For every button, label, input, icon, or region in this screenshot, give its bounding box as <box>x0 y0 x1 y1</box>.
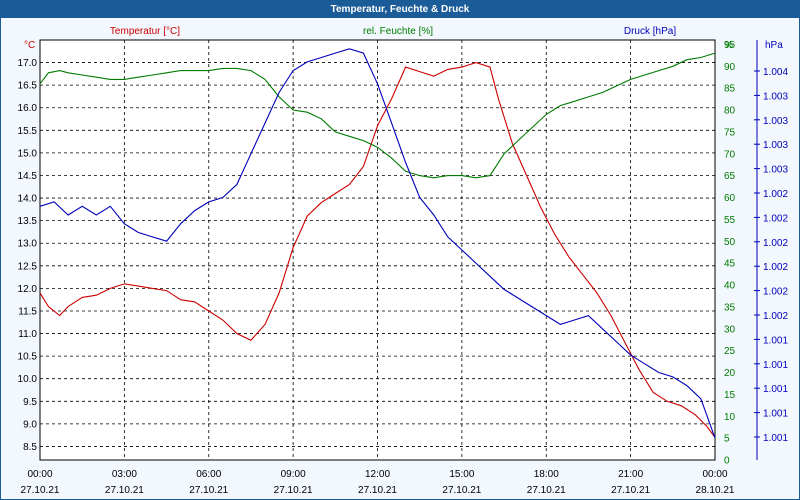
window-title: Temperatur, Feuchte & Druck <box>1 1 799 18</box>
humidity-tick-label: 15 <box>724 390 736 401</box>
x-tick-time-label: 03:00 <box>112 469 137 480</box>
humidity-tick-label: 75 <box>724 127 736 138</box>
pressure-tick-label: 1.004 <box>763 67 788 78</box>
pressure-tick-label: 1.003 <box>763 165 788 176</box>
temperature-tick-label: 11.0 <box>18 329 37 340</box>
x-tick-date-label: 27.10.21 <box>611 485 650 496</box>
humidity-tick-label: 0 <box>724 456 730 467</box>
series-line-pressure <box>39 48 716 439</box>
x-tick-time-label: 00:00 <box>27 469 52 480</box>
temperature-axis-title: Temperatur [°C] <box>110 26 180 37</box>
x-tick-time-label: 21:00 <box>618 469 643 480</box>
pressure-tick-label: 1.002 <box>763 311 788 322</box>
x-tick-date-label: 27.10.21 <box>442 485 481 496</box>
temperature-tick-label: 9.5 <box>23 397 37 408</box>
x-tick-date-label: 27.10.21 <box>105 485 144 496</box>
pressure-tick-label: 1.001 <box>763 384 788 395</box>
temperature-tick-label: 15.5 <box>18 126 38 137</box>
humidity-tick-label: 5 <box>724 434 730 445</box>
temperature-tick-label: 14.0 <box>18 194 38 205</box>
temperature-tick-label: 17.0 <box>18 58 38 69</box>
humidity-tick-label: 80 <box>724 106 736 117</box>
x-tick-date-label: 27.10.21 <box>274 485 313 496</box>
temperature-tick-label: 11.5 <box>18 306 37 317</box>
x-tick-time-label: 18:00 <box>534 469 559 480</box>
temperature-tick-label: 10.5 <box>18 352 38 363</box>
temperature-unit-label: °C <box>24 40 35 51</box>
temperature-tick-label: 16.5 <box>18 81 38 92</box>
x-tick-date-label: 27.10.21 <box>189 485 228 496</box>
x-tick-time-label: 06:00 <box>196 469 221 480</box>
humidity-tick-label: 45 <box>724 259 736 270</box>
temperature-tick-label: 16.0 <box>18 103 38 114</box>
x-tick-date-label: 27.10.21 <box>527 485 566 496</box>
axis-ticks: 17.0 16.5 16.0 15.5 15.0 14.5 14.0 13.5 13.0 12.5… <box>18 40 789 496</box>
x-tick-time-label: 00:00 <box>702 469 727 480</box>
pressure-tick-label: 1.001 <box>763 335 788 346</box>
pressure-tick-label: 1.003 <box>763 91 788 102</box>
pressure-axis-title: Druck [hPa] <box>624 26 676 37</box>
grid <box>39 39 716 461</box>
humidity-tick-label: 25 <box>724 346 736 357</box>
temperature-tick-label: 12.5 <box>18 261 38 272</box>
pressure-tick-label: 1.003 <box>763 116 788 127</box>
humidity-unit-label: % <box>724 40 733 51</box>
series-lines <box>39 48 716 439</box>
pressure-tick-label: 1.002 <box>763 213 788 224</box>
x-tick-date-label: 28.10.21 <box>696 485 735 496</box>
series-line-humidity <box>39 52 716 179</box>
humidity-tick-label: 30 <box>724 324 736 335</box>
pressure-tick-label: 1.001 <box>763 360 788 371</box>
temperature-tick-label: 12.0 <box>18 284 38 295</box>
temperature-tick-label: 14.5 <box>18 171 38 182</box>
pressure-tick-label: 1.001 <box>763 409 788 420</box>
temperature-tick-label: 13.5 <box>18 216 38 227</box>
temperature-tick-label: 10.0 <box>18 374 38 385</box>
humidity-tick-label: 10 <box>724 412 736 423</box>
humidity-tick-label: 70 <box>724 149 736 160</box>
pressure-tick-label: 1.001 <box>763 433 788 444</box>
humidity-tick-label: 40 <box>724 281 736 292</box>
humidity-tick-label: 20 <box>724 368 736 379</box>
humidity-axis-title: rel. Feuchte [%] <box>363 26 433 37</box>
x-tick-time-label: 15:00 <box>449 469 474 480</box>
humidity-tick-label: 55 <box>724 215 736 226</box>
x-tick-time-label: 12:00 <box>365 469 390 480</box>
pressure-tick-label: 1.003 <box>763 140 788 151</box>
x-tick-date-label: 27.10.21 <box>21 485 60 496</box>
pressure-unit-label: hPa <box>765 40 783 51</box>
humidity-tick-label: 85 <box>724 84 736 95</box>
humidity-tick-label: 65 <box>724 171 736 182</box>
pressure-tick-label: 1.002 <box>763 287 788 298</box>
series-line-temperature <box>39 62 716 438</box>
humidity-tick-label: 90 <box>724 62 736 73</box>
pressure-tick-label: 1.002 <box>763 262 788 273</box>
humidity-tick-label: 35 <box>724 302 736 313</box>
humidity-tick-label: 95 <box>724 40 736 51</box>
pressure-tick-label: 1.002 <box>763 238 788 249</box>
temperature-tick-label: 13.0 <box>18 239 38 250</box>
temperature-tick-label: 8.5 <box>23 442 37 453</box>
pressure-tick-label: 1.002 <box>763 189 788 200</box>
x-tick-date-label: 27.10.21 <box>358 485 397 496</box>
temperature-tick-label: 9.0 <box>23 419 37 430</box>
x-tick-time-label: 09:00 <box>281 469 306 480</box>
humidity-tick-label: 60 <box>724 193 736 204</box>
humidity-tick-label: 50 <box>724 237 736 248</box>
temperature-tick-label: 15.0 <box>18 148 38 159</box>
